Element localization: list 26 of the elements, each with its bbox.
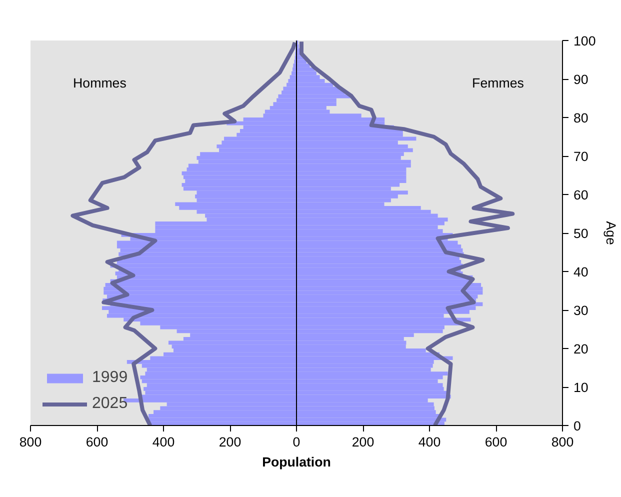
y-tick-label: 30 (574, 303, 588, 318)
x-tick-label: 400 (418, 434, 441, 450)
x-tick-label: 800 (19, 434, 42, 450)
y-tick-label: 10 (574, 380, 588, 395)
y-tick-label: 0 (574, 418, 581, 434)
y-axis-title: Age (604, 221, 619, 245)
y-tick-label: 20 (574, 342, 588, 356)
y-tick-label: 50 (574, 226, 588, 241)
y-tick-label: 40 (574, 264, 588, 280)
annotation: Femmes (472, 76, 524, 91)
y-tick-label: 100 (574, 34, 596, 48)
x-tick-label: 0 (292, 434, 300, 450)
x-tick-label: 600 (86, 434, 108, 450)
y-tick-label: 90 (574, 72, 588, 87)
legend-label: 2025 (92, 395, 128, 413)
y-tick-label: 80 (574, 110, 588, 126)
x-axis-title: Population (262, 454, 331, 470)
x-tick-label: 600 (484, 434, 508, 450)
legend-label: 1999 (92, 369, 128, 387)
x-tick-label: 400 (152, 434, 175, 450)
y-tick-label: 70 (574, 149, 588, 164)
x-tick-label: 200 (352, 434, 374, 450)
x-tick-label: 200 (218, 434, 242, 450)
x-tick-label: 800 (551, 434, 574, 450)
annotation: Hommes (73, 76, 127, 91)
y-tick-label: 60 (574, 188, 588, 202)
